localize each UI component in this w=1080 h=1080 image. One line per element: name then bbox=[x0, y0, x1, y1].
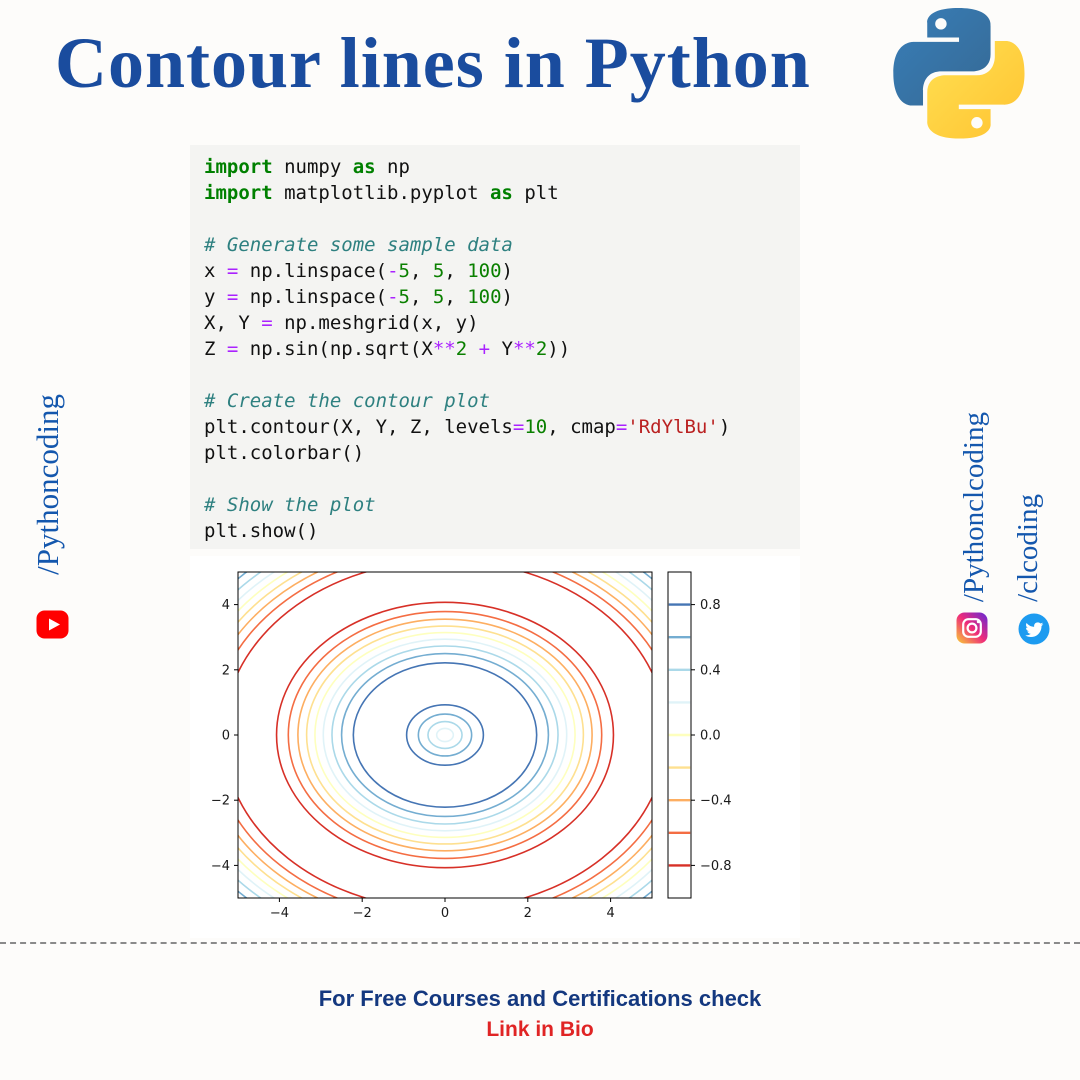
code-line bbox=[204, 206, 800, 232]
svg-text:4: 4 bbox=[222, 598, 230, 613]
svg-text:2: 2 bbox=[524, 906, 532, 921]
svg-text:0: 0 bbox=[222, 729, 230, 744]
code-line bbox=[204, 466, 800, 492]
twitter-icon[interactable] bbox=[1018, 613, 1050, 645]
code-line: import numpy as np bbox=[204, 156, 410, 178]
code-line: # Create the contour plot bbox=[204, 390, 490, 412]
svg-text:0.0: 0.0 bbox=[700, 729, 721, 744]
code-line: plt.colorbar() bbox=[204, 442, 365, 464]
code-line: plt.show() bbox=[204, 520, 319, 542]
contour-plot: −4 −2 0 2 4 −4 −2 0 2 4 0.8 0.4 0.0 −0.4 −0.8 bbox=[211, 571, 732, 921]
svg-text:2: 2 bbox=[222, 663, 230, 678]
svg-text:4: 4 bbox=[606, 906, 614, 921]
code-line: plt.contour(X, Y, Z, levels=10, cmap='Rd… bbox=[204, 416, 731, 438]
instagram-icon[interactable] bbox=[956, 612, 988, 644]
svg-text:−4: −4 bbox=[211, 859, 230, 874]
handle-pythonclcoding[interactable]: /Pythonclcoding bbox=[958, 411, 990, 602]
code-line: # Generate some sample data bbox=[204, 234, 513, 256]
code-line: X, Y = np.meshgrid(x, y) bbox=[204, 312, 479, 334]
handle-clcoding[interactable]: /clcoding bbox=[1012, 494, 1044, 602]
code-line: Z = np.sin(np.sqrt(X**2 + Y**2)) bbox=[204, 338, 571, 360]
svg-text:0: 0 bbox=[441, 906, 449, 921]
footer-courses-text: For Free Courses and Certifications chec… bbox=[318, 986, 762, 1011]
svg-text:−4: −4 bbox=[270, 906, 289, 921]
svg-text:−2: −2 bbox=[211, 794, 230, 809]
svg-text:0.8: 0.8 bbox=[700, 598, 721, 613]
svg-text:−2: −2 bbox=[353, 906, 372, 921]
code-line: x = np.linspace(-5, 5, 100) bbox=[204, 260, 513, 282]
python-logo-icon bbox=[893, 8, 1025, 139]
code-line: import matplotlib.pyplot as plt bbox=[204, 182, 559, 204]
youtube-icon[interactable] bbox=[36, 608, 69, 641]
dashed-divider bbox=[0, 942, 1080, 944]
code-line: y = np.linspace(-5, 5, 100) bbox=[204, 286, 513, 308]
svg-text:−0.4: −0.4 bbox=[700, 794, 732, 809]
svg-text:0.4: 0.4 bbox=[700, 663, 721, 678]
contour-plot-panel: −4 −2 0 2 4 −4 −2 0 2 4 0.8 0.4 0.0 −0.4 −0.8 bbox=[190, 556, 800, 938]
page-title: Contour lines in Python bbox=[55, 23, 811, 103]
handle-pythoncoding[interactable]: /Pythoncoding bbox=[30, 394, 65, 575]
code-block: import numpy as np import matplotlib.pypl… bbox=[190, 145, 800, 549]
footer-link-in-bio[interactable]: Link in Bio bbox=[486, 1018, 594, 1041]
code-line bbox=[204, 362, 800, 388]
svg-text:−0.8: −0.8 bbox=[700, 859, 732, 874]
code-line: # Show the plot bbox=[204, 494, 376, 516]
